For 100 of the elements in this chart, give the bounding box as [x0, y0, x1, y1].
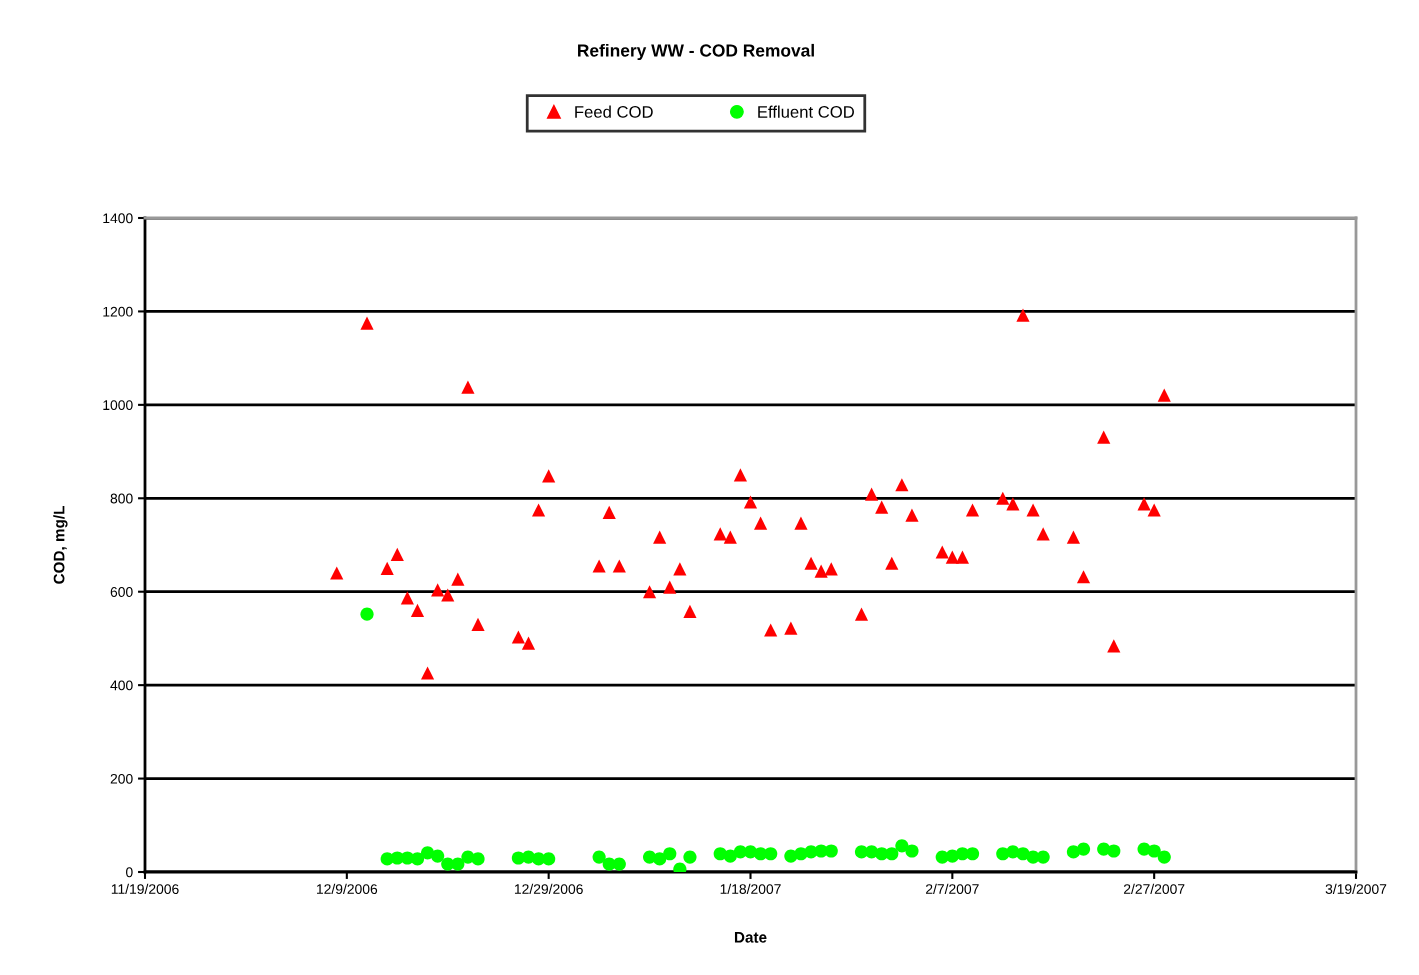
point [885, 556, 899, 570]
point [653, 852, 667, 866]
point [875, 500, 889, 514]
point [1076, 842, 1091, 856]
point [794, 516, 808, 530]
point [1076, 570, 1091, 584]
point [1157, 388, 1171, 402]
point [360, 316, 374, 330]
y-axis-title: COD, mg/L [53, 506, 68, 584]
point [824, 562, 838, 576]
x-tick-label: 11/19/2006 [111, 883, 179, 895]
y-tick-label: 600 [110, 587, 133, 597]
point [764, 847, 778, 861]
point [420, 666, 435, 680]
point [733, 468, 747, 482]
x-tick-label: 2/27/2007 [1123, 883, 1185, 895]
x-tick-label: 1/18/2007 [720, 883, 781, 895]
point [400, 591, 414, 605]
point [955, 550, 970, 564]
point [330, 566, 344, 580]
point [895, 839, 909, 853]
point [511, 630, 525, 644]
point [380, 561, 394, 575]
point [461, 380, 475, 394]
point [592, 850, 606, 864]
point [471, 617, 485, 631]
point [542, 469, 556, 483]
point [723, 530, 737, 544]
legend-label: Feed COD [575, 105, 653, 118]
y-tick-label: 0 [126, 867, 133, 878]
point [754, 516, 768, 530]
y-tick-label: 1200 [103, 306, 133, 317]
x-axis-title: Date [734, 932, 767, 943]
point [1036, 527, 1050, 541]
y-tick-label: 800 [110, 493, 133, 504]
point [824, 844, 838, 858]
point [410, 603, 425, 617]
point [935, 545, 949, 559]
y-tick-label: 200 [110, 773, 133, 784]
x-tick-label: 2/7/2007 [926, 883, 979, 895]
point [1036, 850, 1050, 864]
point [542, 852, 556, 866]
point [431, 583, 445, 597]
y-tick-label: 1400 [103, 213, 133, 224]
point [784, 621, 798, 635]
x-tick-label: 12/29/2006 [514, 883, 583, 895]
point [713, 527, 727, 541]
point [723, 849, 737, 863]
point [905, 508, 919, 522]
point [1066, 530, 1081, 544]
point [451, 857, 465, 871]
point [663, 580, 677, 594]
point [410, 852, 425, 866]
point [1147, 844, 1161, 858]
y-tick-label: 1000 [103, 400, 133, 411]
point [965, 503, 980, 517]
point [441, 588, 455, 602]
x-tick-label: 3/19/2007 [1325, 883, 1387, 895]
legend-label: Effluent COD [758, 105, 854, 118]
point [945, 550, 959, 564]
point [653, 530, 667, 544]
point [612, 857, 626, 871]
point [531, 503, 546, 517]
point [1137, 497, 1151, 511]
point [1097, 430, 1111, 444]
point [390, 547, 404, 561]
point [451, 572, 465, 586]
point [360, 607, 374, 621]
point [471, 852, 485, 866]
point [743, 495, 758, 509]
point [683, 850, 697, 864]
point [1157, 850, 1171, 864]
point [521, 636, 536, 650]
point [764, 623, 778, 637]
point [592, 559, 606, 573]
point [1026, 503, 1040, 517]
point [643, 585, 657, 599]
point [814, 564, 828, 578]
point [1107, 844, 1121, 858]
chart-title: Refinery WW - COD Removal [578, 43, 814, 61]
point [865, 487, 879, 501]
point [1107, 639, 1121, 653]
point [431, 849, 445, 863]
point [996, 491, 1010, 505]
point [965, 847, 980, 861]
point [885, 847, 899, 861]
point [602, 505, 616, 519]
point [854, 607, 869, 621]
point [683, 604, 697, 618]
point [663, 847, 677, 861]
point [673, 562, 687, 576]
point [804, 556, 818, 570]
point [1016, 308, 1030, 322]
point [905, 844, 919, 858]
point [1006, 497, 1020, 511]
y-tick-label: 400 [110, 680, 133, 691]
point [1147, 503, 1161, 517]
point [612, 559, 626, 573]
point [895, 478, 909, 492]
x-tick-label: 12/9/2006 [317, 883, 378, 895]
